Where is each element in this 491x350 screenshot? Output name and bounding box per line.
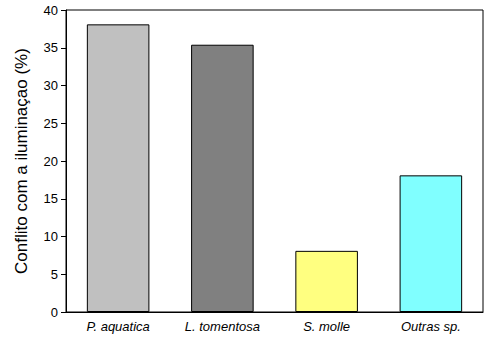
svg-text:P. aquatica: P. aquatica (86, 319, 149, 334)
svg-text:Conflito com a iluminaçao (%): Conflito com a iluminaçao (%) (12, 48, 31, 274)
svg-text:25: 25 (44, 116, 58, 131)
svg-text:30: 30 (44, 78, 58, 93)
svg-text:L. tomentosa: L. tomentosa (185, 319, 260, 334)
svg-text:15: 15 (44, 191, 58, 206)
svg-text:40: 40 (44, 3, 58, 18)
svg-text:35: 35 (44, 40, 58, 55)
svg-text:0: 0 (51, 305, 58, 320)
svg-text:S. molle: S. molle (303, 319, 350, 334)
svg-text:20: 20 (44, 154, 58, 169)
svg-text:10: 10 (44, 229, 58, 244)
svg-text:5: 5 (51, 267, 58, 282)
svg-text:Outras sp.: Outras sp. (401, 319, 461, 334)
